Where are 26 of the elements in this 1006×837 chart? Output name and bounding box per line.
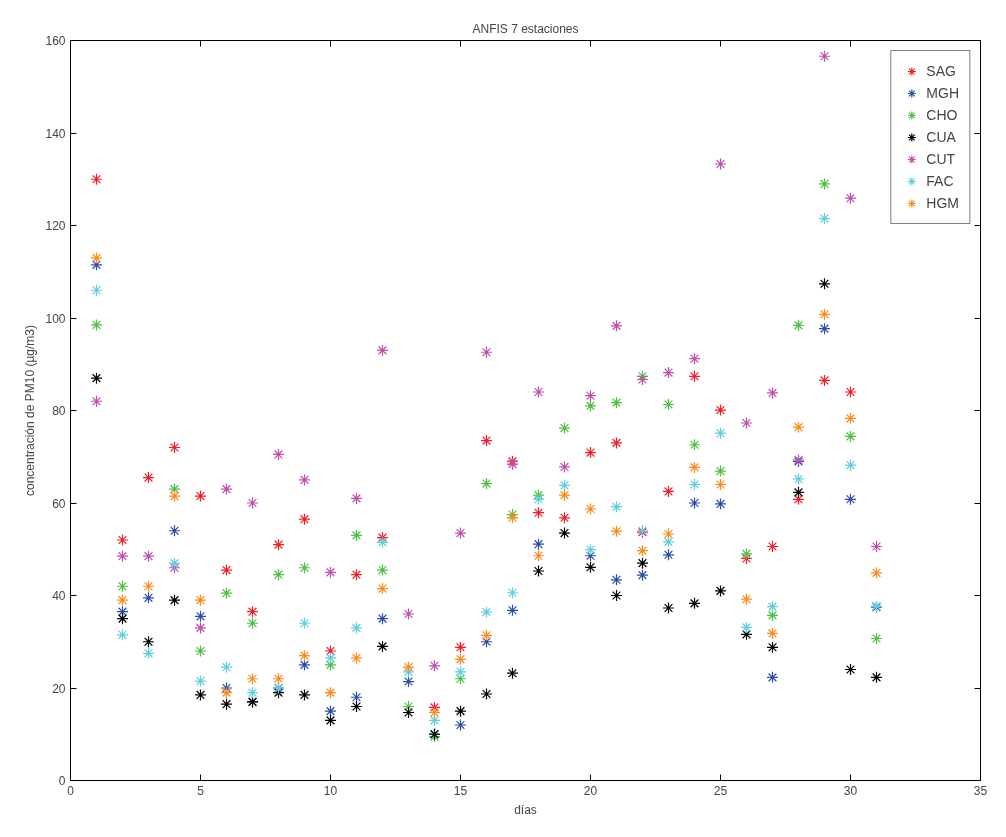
y-tick-label: 160 bbox=[45, 34, 66, 48]
y-tick-label: 40 bbox=[52, 589, 66, 603]
x-tick-label: 35 bbox=[973, 783, 988, 798]
y-axis-title: concentración de PM10 (µg/m3) bbox=[23, 325, 38, 496]
y-tick-label: 100 bbox=[45, 311, 66, 326]
y-tick-label: 60 bbox=[52, 496, 66, 511]
x-tick-label: 15 bbox=[453, 783, 468, 798]
legend-label: SAG bbox=[926, 63, 956, 79]
x-tick-label: 20 bbox=[583, 783, 598, 798]
y-tick-label: 0 bbox=[58, 774, 66, 788]
x-axis-title: días bbox=[514, 802, 537, 817]
legend-label: FAC bbox=[926, 173, 954, 189]
y-tick-label: 80 bbox=[52, 404, 66, 418]
legend-label: CHO bbox=[926, 107, 958, 123]
chart-title: ANFIS 7 estaciones bbox=[472, 21, 579, 36]
x-tick-label: 25 bbox=[713, 783, 728, 798]
legend-label: HGM bbox=[926, 195, 959, 211]
legend-label: MGH bbox=[926, 85, 959, 101]
legend-label: CUA bbox=[926, 129, 956, 145]
x-tick-label: 30 bbox=[843, 783, 858, 798]
legend-label: CUT bbox=[926, 151, 956, 167]
y-tick-label: 120 bbox=[45, 219, 66, 233]
y-tick-label: 140 bbox=[45, 126, 66, 141]
x-tick-label: 5 bbox=[197, 783, 205, 798]
x-tick-label: 10 bbox=[323, 783, 338, 798]
y-tick-label: 20 bbox=[52, 681, 66, 696]
